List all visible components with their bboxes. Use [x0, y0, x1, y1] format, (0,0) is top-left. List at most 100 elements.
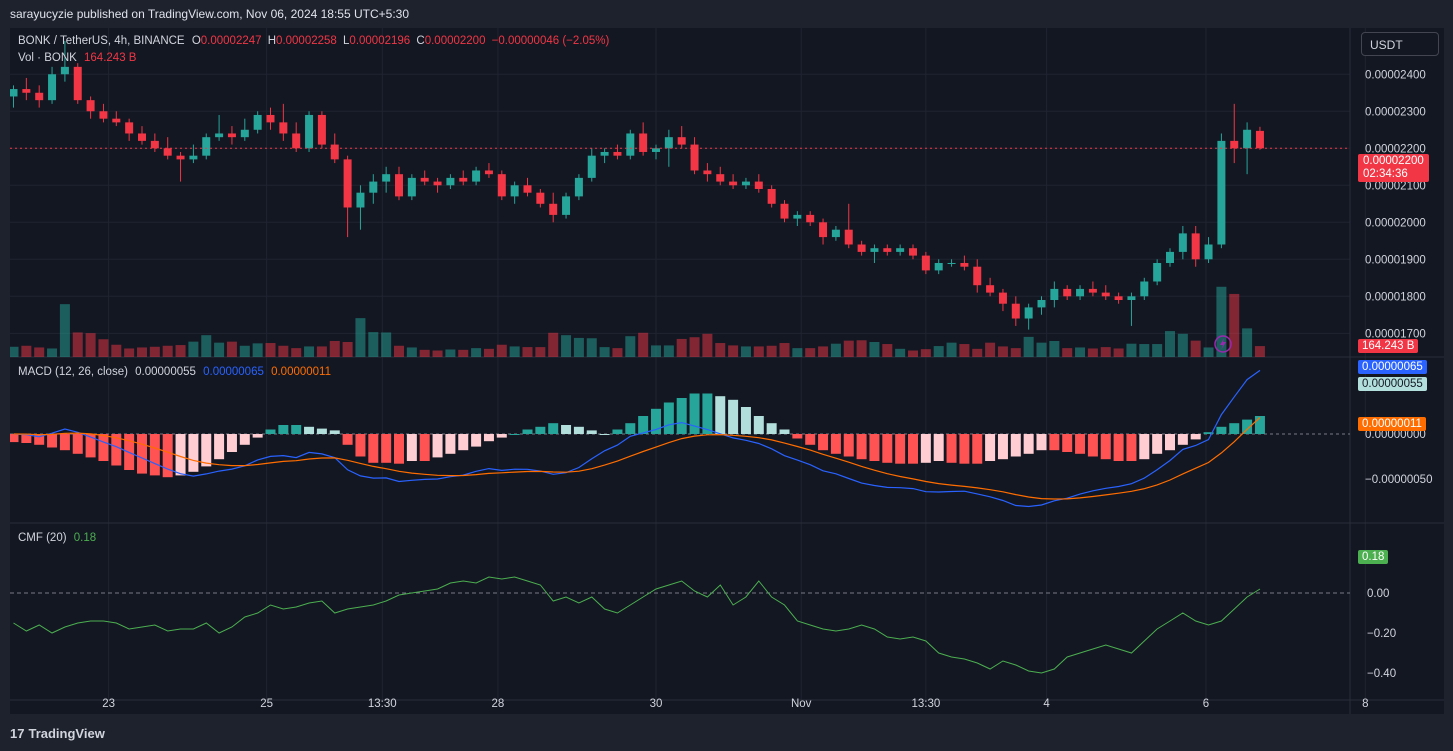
volume-bar [946, 342, 957, 357]
cmf-label: CMF (20) [18, 532, 67, 544]
legend-l-label: L [343, 35, 350, 47]
macd-line [13, 369, 1261, 508]
macd-histogram-bar [933, 434, 944, 461]
signal-line [13, 417, 1261, 500]
volume-bar [458, 349, 469, 357]
macd-histogram-bar [959, 434, 970, 464]
volume-bar [471, 348, 482, 357]
macd-histogram-bar [137, 434, 147, 474]
candle-body [215, 133, 224, 138]
macd-histogram-bar [740, 407, 751, 434]
volume-bar [933, 346, 944, 357]
macd-histogram-bar [535, 426, 546, 434]
volume-bar [1203, 347, 1214, 357]
candle-body [729, 181, 738, 186]
candle-body [793, 214, 802, 219]
macd-pane [10, 369, 1350, 508]
chart-svg[interactable]: 0.00002400 0.00002300 0.00002200 0.00002100… [10, 28, 1444, 714]
volume-bar [792, 348, 803, 357]
volume-bar [895, 348, 906, 357]
macd-histogram-bar [265, 429, 276, 434]
macd-histogram-bar [753, 416, 764, 434]
volume-bar [663, 345, 674, 357]
candle-body [343, 159, 352, 208]
candle-body [587, 155, 596, 178]
macd-histogram-bar [381, 434, 392, 463]
macd-histogram-bar [586, 430, 597, 434]
volume-bar [856, 340, 867, 357]
candle-body [909, 248, 917, 256]
macd-histogram-bar [1229, 423, 1240, 434]
macd-histogram-bar [1242, 419, 1253, 434]
volume-bar [676, 338, 687, 357]
volume-bar [432, 350, 443, 357]
price-badge-value: 0.00002200 [1363, 155, 1424, 167]
macd-histogram-bar [1203, 432, 1214, 434]
price-badge: 0.00002200 02:34:36 [1358, 154, 1429, 182]
volume-bar [728, 345, 739, 357]
chart-area[interactable] [10, 28, 1444, 714]
volume-bar [985, 342, 996, 357]
candle-body [189, 155, 198, 160]
volume-bar [805, 348, 816, 357]
candle-body [163, 148, 172, 156]
macd-histogram-bar [329, 430, 340, 434]
legend-h-value: 0.00002258 [276, 35, 337, 47]
volume-bar [496, 344, 507, 357]
macd-hist-value: 0.00000055 [135, 366, 196, 378]
volume-bar [1177, 333, 1188, 357]
volume-bar [1062, 348, 1073, 357]
volume-bar [779, 343, 790, 357]
volume-bar [329, 340, 340, 357]
macd-histogram-bar [1165, 434, 1175, 451]
macd-histogram-bar [432, 434, 443, 458]
macd-histogram-bar [47, 434, 58, 448]
macd-histogram-bar [856, 434, 867, 460]
macd-histogram-bar [201, 434, 212, 467]
volume-bar [1242, 328, 1253, 357]
macd-histogram-bar [869, 434, 880, 461]
published-bar: sarayucyzie published on TradingView.com… [0, 0, 1453, 28]
candle-body [1140, 281, 1149, 297]
candle-body [240, 129, 249, 138]
volume-bar [959, 344, 970, 357]
macd-histogram-bar [843, 434, 854, 457]
macd-histogram-bar [278, 425, 289, 434]
macd-histogram-bar [21, 434, 32, 443]
candle-body [227, 133, 236, 138]
candle-body [754, 181, 763, 189]
candle-body [1230, 140, 1239, 149]
cmf-tick-label: 0.00 [1367, 588, 1389, 600]
macd-histogram-bar [445, 434, 456, 454]
candle-body [652, 148, 660, 152]
volume-bar [1229, 293, 1240, 357]
candle-body [22, 89, 31, 93]
macd-histogram-bar [1113, 434, 1124, 461]
candle-body [1037, 300, 1046, 308]
candle-body [459, 177, 468, 182]
volume-bar [1126, 343, 1137, 357]
macd-histogram-bar [1062, 434, 1073, 452]
candle-body [1217, 140, 1226, 245]
volume-bar [1152, 344, 1163, 357]
tradingview-logo[interactable]: 17 TradingView [10, 726, 105, 741]
macd-histogram-bar [34, 434, 45, 445]
tradingview-logo-icon: 17 [10, 726, 25, 741]
candle-body [446, 177, 455, 186]
currency-button[interactable]: USDT [1361, 32, 1439, 56]
volume-bar [137, 347, 147, 357]
volume-legend: Vol · BONK 164.243 B [18, 52, 136, 64]
macd-histogram-bar [406, 434, 417, 461]
volume-bar [586, 338, 597, 357]
candle-body [741, 181, 750, 186]
volume-bar [1139, 344, 1150, 357]
candle-body [896, 248, 905, 252]
volume-bar [72, 332, 83, 357]
macd-histogram-bar [920, 434, 931, 463]
time-tick-label: 6 [1203, 698, 1209, 710]
macd-histogram-bar [830, 434, 841, 454]
legend-c-value: 0.00002200 [424, 35, 486, 47]
axis-labels: 0.00002400 0.00002300 0.00002200 0.00002100… [102, 69, 1432, 710]
candle-body [317, 114, 326, 145]
macd-histogram-bar [663, 402, 674, 434]
